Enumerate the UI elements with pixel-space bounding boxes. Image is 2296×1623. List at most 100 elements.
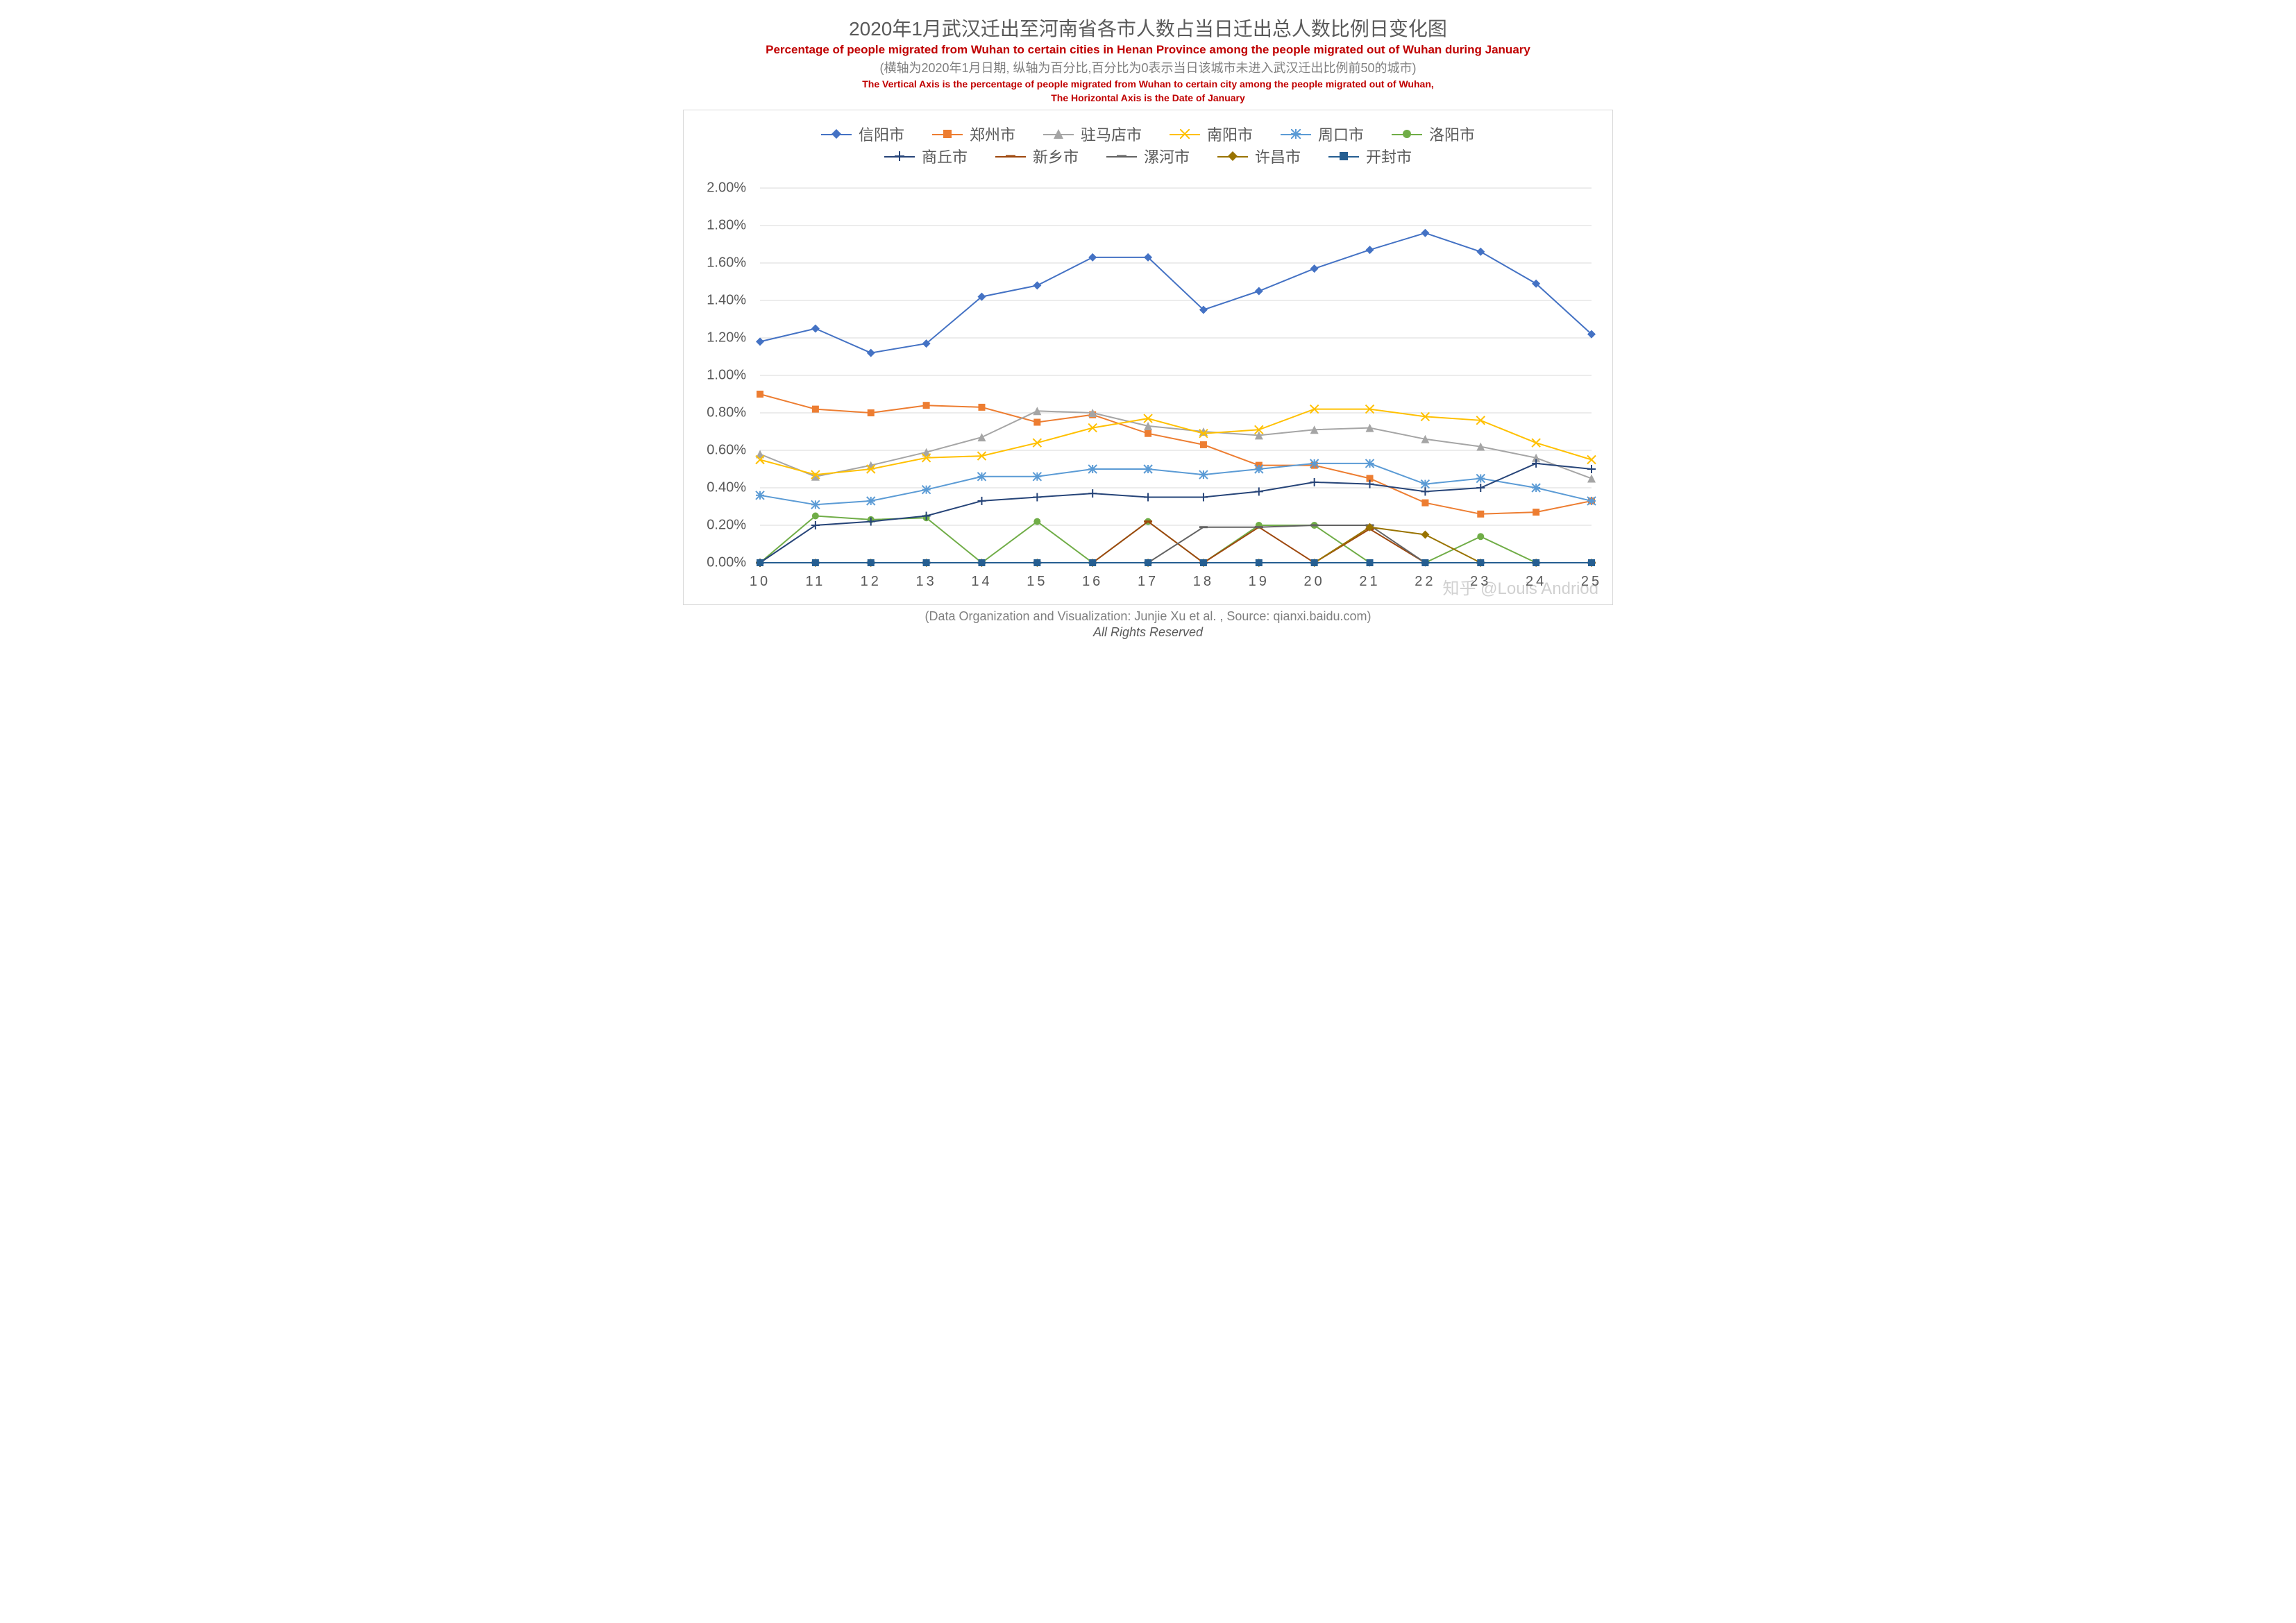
- data-point: [1588, 559, 1595, 566]
- data-point: [1587, 456, 1596, 464]
- x-tick-label: 21: [1359, 574, 1380, 590]
- legend-item[interactable]: 开封市: [1328, 145, 1412, 167]
- legend-item[interactable]: 南阳市: [1170, 123, 1253, 145]
- legend-item[interactable]: 许昌市: [1217, 145, 1301, 167]
- x-tick-label: 18: [1193, 574, 1214, 590]
- data-point: [1477, 511, 1484, 518]
- y-tick-label: 2.00%: [691, 180, 746, 196]
- data-point: [1532, 439, 1540, 448]
- legend-label: 商丘市: [922, 145, 968, 167]
- data-point: [923, 559, 930, 566]
- data-point: [1367, 559, 1374, 566]
- data-point: [1255, 465, 1263, 473]
- legend-item[interactable]: 新乡市: [995, 145, 1079, 167]
- data-point: [1476, 484, 1485, 492]
- y-tick-label: 0.00%: [691, 555, 746, 571]
- legend-item[interactable]: 周口市: [1281, 123, 1364, 145]
- data-point: [1421, 480, 1429, 488]
- subtitle-en-line2: The Horizontal Axis is the Date of Janua…: [683, 92, 1613, 104]
- y-tick-label: 0.60%: [691, 443, 746, 459]
- legend-marker: [884, 151, 915, 162]
- subtitle-cn: (横轴为2020年1月日期, 纵轴为百分比,百分比为0表示当日该城市未进入武汉迁…: [683, 58, 1613, 76]
- legend-item[interactable]: 漯河市: [1106, 145, 1190, 167]
- x-tick-label: 13: [915, 574, 936, 590]
- data-point: [1144, 465, 1152, 473]
- data-point: [977, 433, 986, 441]
- data-point: [978, 559, 985, 566]
- data-point: [1145, 559, 1151, 566]
- x-tick-label: 17: [1138, 574, 1158, 590]
- legend-marker: [1392, 128, 1422, 139]
- data-point: [1477, 534, 1484, 541]
- data-point: [1421, 500, 1428, 507]
- data-point: [1310, 478, 1319, 486]
- data-point: [1088, 465, 1097, 473]
- legend-item[interactable]: 商丘市: [884, 145, 968, 167]
- data-point: [757, 391, 763, 398]
- x-tick-label: 16: [1082, 574, 1103, 590]
- data-point: [923, 402, 930, 409]
- x-tick-label: 22: [1415, 574, 1435, 590]
- legend-label: 开封市: [1366, 145, 1412, 167]
- series-line: [760, 464, 1592, 563]
- data-point: [756, 491, 764, 500]
- data-point: [1200, 441, 1207, 448]
- x-tick-label: 25: [1581, 574, 1602, 590]
- footer-rights: All Rights Reserved: [683, 625, 1613, 640]
- series-line: [760, 464, 1592, 504]
- legend-marker: [1170, 128, 1200, 139]
- series-line: [760, 522, 1592, 563]
- legend: 信阳市 郑州市 驻马店市 南阳市 周口市 洛阳市商丘市 新乡市 漯河市 许昌市 开封市: [691, 117, 1605, 181]
- x-tick-label: 19: [1249, 574, 1269, 590]
- x-tick-label: 12: [861, 574, 881, 590]
- data-point: [1421, 559, 1428, 566]
- data-point: [1533, 559, 1539, 566]
- series-line: [760, 411, 1592, 479]
- footer: (Data Organization and Visualization: Ju…: [683, 609, 1613, 640]
- y-tick-label: 0.40%: [691, 480, 746, 496]
- legend-item[interactable]: 信阳市: [821, 123, 904, 145]
- data-point: [1587, 465, 1596, 473]
- footer-source: (Data Organization and Visualization: Ju…: [683, 609, 1613, 624]
- data-point: [1255, 488, 1263, 496]
- series-line: [760, 394, 1592, 514]
- series-line: [760, 409, 1592, 475]
- y-tick-label: 1.60%: [691, 255, 746, 271]
- plot-area: 0.00%0.20%0.40%0.60%0.80%1.00%1.20%1.40%…: [753, 181, 1598, 570]
- series-line: [760, 233, 1592, 353]
- legend-marker: [995, 151, 1026, 162]
- y-tick-label: 1.40%: [691, 293, 746, 309]
- legend-marker: [932, 128, 963, 139]
- data-point: [1199, 470, 1208, 479]
- data-point: [811, 501, 820, 509]
- data-point: [868, 559, 875, 566]
- x-tick-label: 20: [1304, 574, 1325, 590]
- legend-item[interactable]: 洛阳市: [1392, 123, 1475, 145]
- legend-label: 许昌市: [1255, 145, 1301, 167]
- legend-item[interactable]: 驻马店市: [1043, 123, 1142, 145]
- legend-item[interactable]: 郑州市: [932, 123, 1015, 145]
- y-tick-label: 0.80%: [691, 405, 746, 421]
- data-point: [1366, 246, 1374, 254]
- x-tick-label: 15: [1027, 574, 1047, 590]
- data-point: [1256, 559, 1263, 566]
- data-point: [1033, 473, 1041, 481]
- data-point: [1587, 497, 1596, 505]
- data-point: [1033, 518, 1040, 525]
- data-point: [812, 559, 819, 566]
- x-tick-label: 23: [1470, 574, 1491, 590]
- data-point: [977, 473, 986, 481]
- x-tick-label: 24: [1526, 574, 1546, 590]
- legend-marker: [1217, 151, 1248, 162]
- legend-label: 新乡市: [1033, 145, 1079, 167]
- data-point: [1366, 459, 1374, 468]
- data-point: [812, 513, 819, 520]
- legend-label: 洛阳市: [1429, 123, 1475, 145]
- data-point: [811, 325, 820, 333]
- legend-marker: [1328, 151, 1359, 162]
- legend-label: 驻马店市: [1081, 123, 1142, 145]
- data-point: [1587, 475, 1596, 483]
- data-point: [1532, 484, 1540, 492]
- y-tick-label: 1.80%: [691, 218, 746, 234]
- legend-marker: [1043, 128, 1074, 139]
